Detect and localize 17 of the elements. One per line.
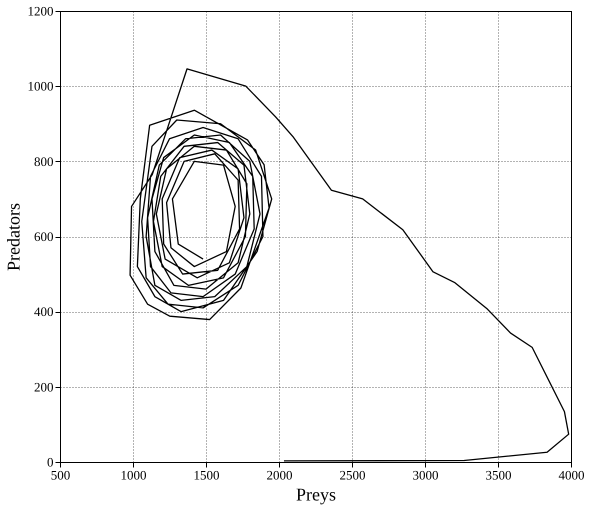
x-tick-label: 3500: [486, 468, 512, 482]
x-axis-title: Preys: [296, 484, 336, 504]
y-tick-label: 800: [34, 154, 54, 169]
x-tick-label: 2500: [340, 468, 366, 482]
y-axis-title: Predators: [4, 203, 24, 271]
y-tick-label: 600: [34, 229, 54, 244]
y-tick-label: 0: [47, 454, 54, 470]
x-tick-label: 1500: [194, 468, 220, 482]
x-tick-label: 2000: [266, 468, 292, 482]
x-tick-label: 4000: [558, 468, 584, 482]
y-tick-label: 400: [34, 304, 54, 320]
x-tick-label: 3000: [412, 468, 438, 482]
x-tick-label: 1000: [120, 468, 146, 482]
y-tick-label: 1000: [28, 78, 54, 94]
y-tick-label: 1200: [28, 4, 54, 18]
x-tick-label: 500: [50, 468, 70, 482]
y-tick-label: 200: [34, 379, 54, 394]
